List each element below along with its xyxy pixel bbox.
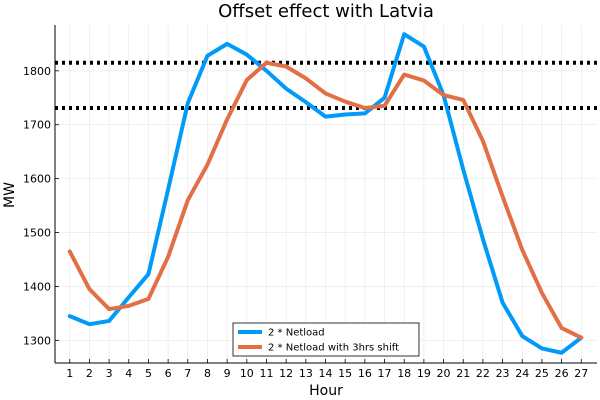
series-line-0 xyxy=(67,32,584,355)
y-axis-label: MW xyxy=(2,182,18,208)
x-tick-label: 14 xyxy=(319,367,333,380)
series-line-1 xyxy=(67,60,584,340)
x-tick-label: 24 xyxy=(515,367,529,380)
x-ticks: 1 2 3 4 5 6 7 8 9 10 11 12 13 14 15 16 17 18 19 20 21 22 23 24 2… xyxy=(66,359,588,380)
legend-box xyxy=(232,322,420,357)
x-tick-label: 21 xyxy=(456,367,470,380)
x-tick-label: 20 xyxy=(437,367,451,380)
grid-layer xyxy=(55,25,597,363)
x-tick-label: 19 xyxy=(417,367,431,380)
x-tick-label: 6 xyxy=(165,367,172,380)
y-tick-label: 1300 xyxy=(23,334,51,347)
x-tick-label: 11 xyxy=(259,367,273,380)
x-axis-label: Hour xyxy=(309,383,343,399)
x-tick-label: 12 xyxy=(279,367,293,380)
x-tick-label: 4 xyxy=(125,367,132,380)
x-tick-label: 18 xyxy=(397,367,411,380)
legend-label-netload: 2 * Netload xyxy=(268,328,325,339)
legend: 2 * Netload 2 * Netload with 3hrs shift xyxy=(232,322,420,357)
y-tick-label: 1800 xyxy=(23,65,51,78)
x-tick-label: 1 xyxy=(66,367,73,380)
y-tick-label: 1600 xyxy=(23,173,51,186)
x-tick-label: 8 xyxy=(204,367,211,380)
x-tick-label: 15 xyxy=(338,367,352,380)
x-tick-label: 3 xyxy=(106,367,113,380)
x-tick-label: 16 xyxy=(358,367,372,380)
x-tick-label: 2 xyxy=(86,367,93,380)
x-tick-label: 13 xyxy=(299,367,313,380)
x-tick-label: 17 xyxy=(378,367,392,380)
x-tick-label: 5 xyxy=(145,367,152,380)
y-tick-label: 1400 xyxy=(23,280,51,293)
x-tick-label: 9 xyxy=(224,367,231,380)
y-tick-label: 1500 xyxy=(23,227,51,240)
x-tick-label: 10 xyxy=(240,367,254,380)
legend-label-shifted: 2 * Netload with 3hrs shift xyxy=(268,343,399,354)
y-tick-label: 1700 xyxy=(23,119,51,132)
x-tick-label: 27 xyxy=(574,367,588,380)
x-tick-label: 23 xyxy=(496,367,510,380)
x-tick-label: 7 xyxy=(184,367,191,380)
reference-lines xyxy=(55,60,597,111)
x-tick-label: 22 xyxy=(476,367,490,380)
x-tick-label: 25 xyxy=(535,367,549,380)
x-tick-label: 26 xyxy=(555,367,569,380)
y-ticks: 1300 1400 1500 1600 1700 1800 xyxy=(23,65,59,347)
chart-title: Offset effect with Latvia xyxy=(218,1,434,22)
series-layer xyxy=(67,32,584,355)
axes xyxy=(54,25,597,364)
